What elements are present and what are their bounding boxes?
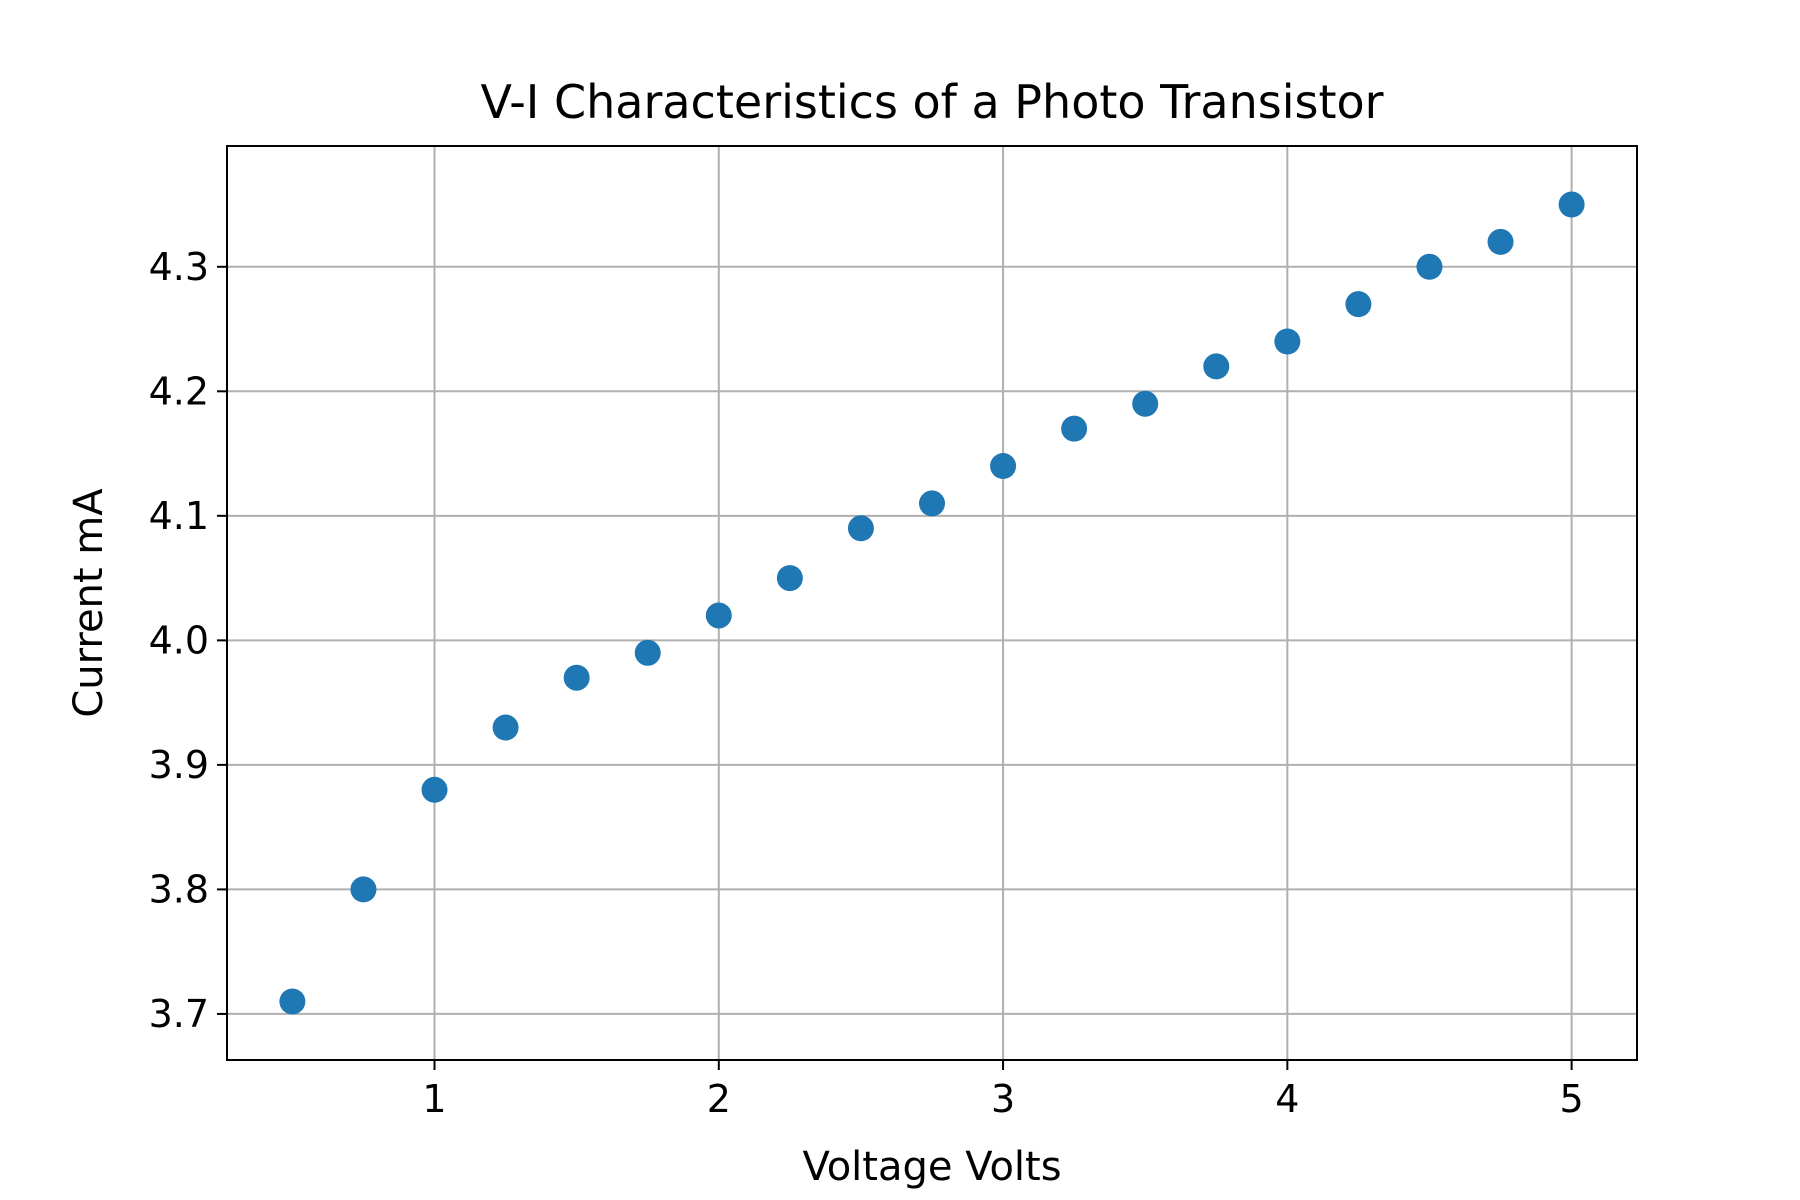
- y-tick-label: 3.7: [149, 992, 209, 1036]
- y-axis-label: Current mA: [66, 488, 112, 718]
- data-point: [1274, 328, 1301, 355]
- data-point: [705, 602, 732, 629]
- data-point: [1487, 228, 1514, 255]
- data-point: [492, 714, 519, 741]
- data-point: [421, 776, 448, 803]
- data-point: [1132, 390, 1159, 417]
- data-point: [1558, 191, 1585, 218]
- data-point: [919, 490, 945, 517]
- x-tick-label: 1: [422, 1077, 446, 1121]
- tick-layer: 1 2 3 4 5 3.7 3.8 3.9 4.0 4.1 4.2 4.3: [149, 245, 1584, 1121]
- data-point: [279, 988, 306, 1015]
- y-tick-label: 4.2: [149, 369, 209, 413]
- data-points: [279, 191, 1585, 1015]
- data-point: [1203, 353, 1230, 380]
- data-point: [350, 876, 377, 903]
- chart-title: V-I Characteristics of a Photo Transisto…: [480, 75, 1383, 129]
- x-tick-label: 5: [1560, 1077, 1584, 1121]
- data-point: [847, 515, 874, 542]
- data-point: [563, 664, 590, 691]
- x-tick-label: 2: [707, 1077, 731, 1121]
- data-point: [1061, 415, 1088, 442]
- x-axis-label: Voltage Volts: [802, 1144, 1061, 1190]
- data-point: [1416, 253, 1443, 280]
- data-point: [1345, 291, 1372, 318]
- data-point: [634, 639, 661, 666]
- data-point: [776, 565, 803, 592]
- x-tick-label: 3: [991, 1077, 1015, 1121]
- data-point: [990, 453, 1017, 480]
- y-tick-label: 4.1: [149, 494, 209, 538]
- grid-layer: [227, 146, 1637, 1060]
- y-tick-label: 3.9: [149, 743, 209, 787]
- x-tick-label: 4: [1275, 1077, 1299, 1121]
- plot-frame: [226, 145, 1638, 1061]
- y-tick-label: 4.0: [149, 618, 209, 662]
- y-tick-label: 3.8: [149, 867, 209, 911]
- y-tick-label: 4.3: [149, 245, 209, 289]
